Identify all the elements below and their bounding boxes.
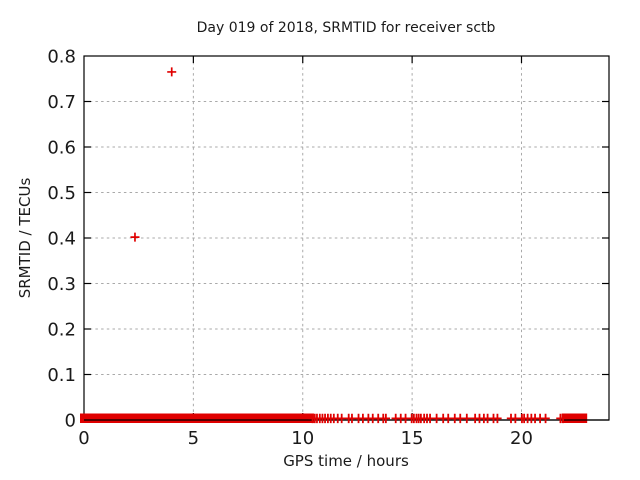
data-layer bbox=[80, 67, 609, 424]
y-tick-label: 0.1 bbox=[47, 365, 76, 386]
y-tick-label: 0 bbox=[65, 411, 76, 432]
y-tick-label: 0.3 bbox=[47, 274, 76, 295]
x-axis-label: GPS time / hours bbox=[283, 452, 409, 470]
baseline-data-marker bbox=[541, 413, 550, 424]
baseline-dense-band bbox=[80, 413, 314, 423]
y-tick-label: 0.4 bbox=[47, 229, 76, 250]
y-axis-label: SRMTID / TECUs bbox=[16, 178, 34, 299]
baseline-data-marker bbox=[493, 413, 502, 424]
x-tick-label: 0 bbox=[78, 428, 89, 449]
baseline-data-marker bbox=[381, 413, 391, 424]
x-tick-label: 5 bbox=[188, 428, 199, 449]
x-tick-label: 15 bbox=[401, 428, 424, 449]
chart-title: Day 019 of 2018, SRMTID for receiver sct… bbox=[197, 20, 496, 36]
y-tick-label: 0.8 bbox=[47, 47, 76, 68]
y-tick-label: 0.5 bbox=[47, 183, 76, 204]
tick-label-layer: 0 5 10 15 20 0 0.1 0.2 0.3 0.4 0.5 0.6 0.7 0.8 bbox=[47, 47, 533, 450]
x-tick-label: 10 bbox=[291, 428, 314, 449]
y-tick-label: 0.2 bbox=[47, 320, 76, 341]
x-tick-label: 20 bbox=[510, 428, 533, 449]
grid-layer bbox=[84, 56, 609, 420]
baseline-data-marker bbox=[462, 413, 472, 424]
y-tick-label: 0.7 bbox=[47, 92, 76, 113]
outlier-data-marker bbox=[167, 67, 177, 77]
baseline-dense-band bbox=[561, 413, 588, 423]
y-tick-label: 0.6 bbox=[47, 138, 76, 159]
outlier-data-marker bbox=[130, 232, 140, 242]
baseline-data-marker bbox=[558, 413, 568, 424]
